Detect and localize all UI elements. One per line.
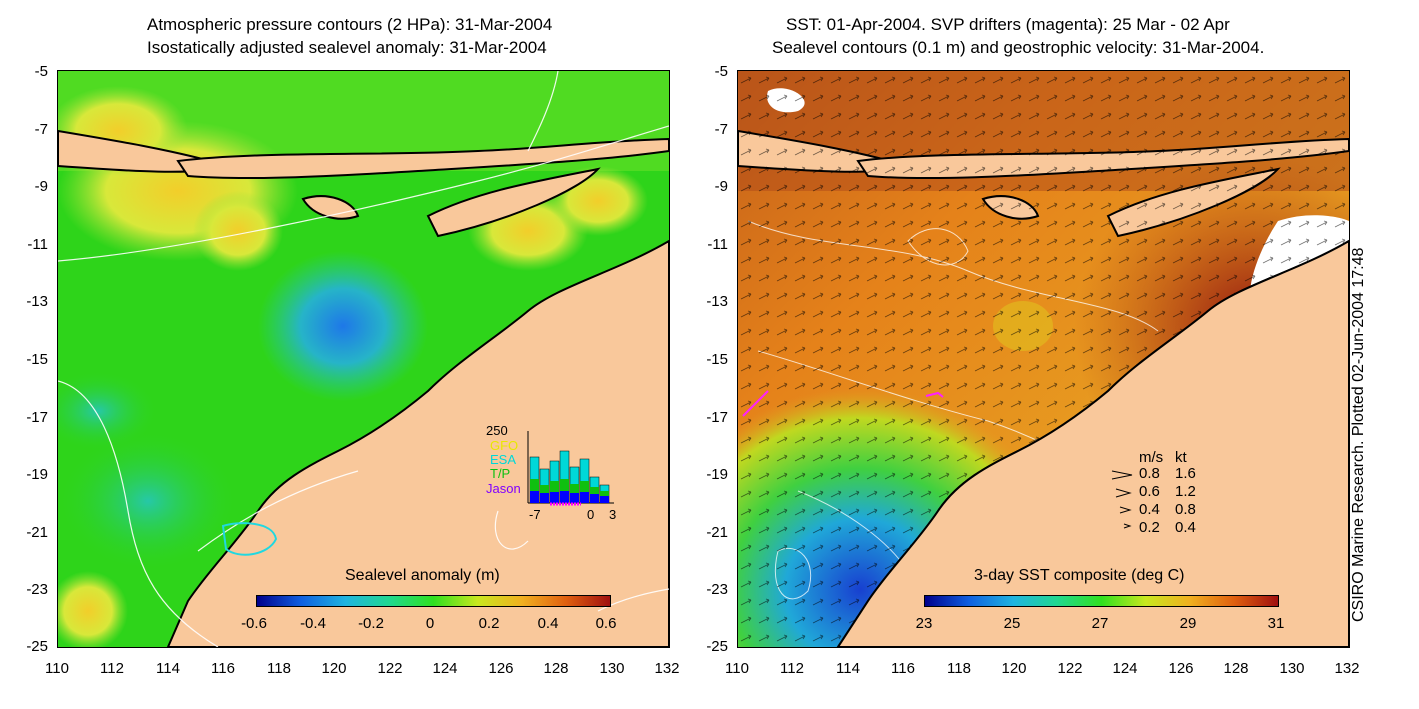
right-x-tick: 112	[780, 660, 804, 677]
histogram-series-jason: Jason	[486, 481, 521, 496]
left-x-tick: 118	[267, 660, 291, 677]
left-y-tick: -5	[34, 63, 48, 80]
right-y-tick: -19	[706, 466, 728, 483]
velocity-legend-kt: 1.2	[1175, 483, 1196, 500]
sst-colorbar	[924, 595, 1279, 607]
right-x-tick: 118	[947, 660, 971, 677]
right-y-tick: -23	[706, 581, 728, 598]
right-x-tick: 114	[836, 660, 860, 677]
right-title-line1: SST: 01-Apr-2004. SVP drifters (magenta)…	[786, 15, 1230, 34]
left-title-line2: Isostatically adjusted sealevel anomaly:…	[147, 38, 547, 57]
sealevel-colorbar-label: Sealevel anomaly (m)	[345, 567, 500, 584]
right-x-tick: 128	[1223, 660, 1249, 677]
left-y-tick: -9	[34, 178, 48, 195]
velocity-legend-ms: 0.4	[1139, 501, 1160, 518]
data-count-histogram	[527, 431, 614, 506]
right-x-tick: 132	[1334, 660, 1360, 677]
histogram-series-gfo: GFO	[490, 438, 519, 453]
sealevel-colorbar-tick: -0.4	[300, 615, 326, 632]
right-x-tick: 116	[891, 660, 915, 677]
left-y-tick: -17	[26, 409, 48, 426]
right-y-tick: -15	[706, 351, 728, 368]
sst-map-graphic	[738, 71, 1349, 647]
left-y-tick: -11	[27, 236, 48, 253]
histogram-xtick: -7	[529, 507, 541, 522]
right-y-tick: -11	[707, 236, 728, 253]
sealevel-colorbar-tick: -0.6	[241, 615, 267, 632]
left-x-tick: 120	[321, 660, 347, 677]
velocity-legend-ms: 0.2	[1139, 519, 1160, 536]
left-y-tick: -25	[26, 638, 48, 655]
sealevel-colorbar-tick: 0.4	[537, 615, 559, 632]
sealevel-colorbar-tick: 0.2	[478, 615, 500, 632]
left-y-tick: -7	[34, 121, 48, 138]
right-x-tick: 120	[1001, 660, 1027, 677]
velocity-legend-header-ms: m/s	[1139, 449, 1164, 466]
sst-colorbar-tick: 25	[1003, 615, 1021, 632]
velocity-legend-kt: 0.8	[1175, 501, 1196, 518]
histogram-xtick: 0	[587, 507, 595, 522]
right-x-tick: 126	[1168, 660, 1194, 677]
left-x-tick: 110	[45, 660, 69, 677]
left-title-line1: Atmospheric pressure contours (2 HPa): 3…	[147, 15, 553, 34]
velocity-legend-ms: 0.6	[1139, 483, 1160, 500]
velocity-legend-ms: 0.8	[1139, 465, 1160, 482]
velocity-legend-header-kt: kt	[1175, 449, 1187, 466]
left-x-tick: 112	[100, 660, 124, 677]
histogram-xtick: 3	[609, 507, 617, 522]
right-y-tick: -7	[714, 121, 728, 138]
left-y-tick: -13	[26, 293, 48, 310]
right-y-tick: -13	[706, 293, 728, 310]
sealevel-colorbar-tick: 0	[425, 615, 435, 632]
sst-colorbar-tick: 23	[915, 615, 933, 632]
histogram-series-tp: T/P	[490, 466, 511, 481]
left-x-tick: 130	[599, 660, 625, 677]
right-x-tick: 124	[1112, 660, 1138, 677]
velocity-legend-kt: 1.6	[1175, 465, 1196, 482]
left-x-tick: 132	[654, 660, 680, 677]
sst-colorbar-tick: 31	[1267, 615, 1285, 632]
sealevel-anomaly-map-graphic	[58, 71, 669, 647]
right-x-tick: 130	[1279, 660, 1305, 677]
sealevel-colorbar-tick: 0.6	[595, 615, 617, 632]
right-y-tick: -9	[714, 178, 728, 195]
right-title-line2: Sealevel contours (0.1 m) and geostrophi…	[772, 38, 1265, 57]
right-y-tick: -17	[706, 409, 728, 426]
right-x-tick: 110	[725, 660, 749, 677]
left-y-tick: -21	[26, 524, 48, 541]
left-x-tick: 114	[156, 660, 180, 677]
sst-colorbar-tick: 27	[1091, 615, 1109, 632]
left-x-tick: 126	[488, 660, 514, 677]
sealevel-anomaly-map: Sealevel anomaly (m) -0.6 -0.4 -0.2 0 0.…	[57, 70, 670, 648]
left-y-tick: -15	[26, 351, 48, 368]
right-y-tick: -21	[706, 524, 728, 541]
left-y-tick: -23	[26, 581, 48, 598]
sealevel-colorbar-tick: -0.2	[358, 615, 384, 632]
velocity-legend: m/s kt 0.8 1.6 0.6 1.2 0.4 0.8 0.2 0.4	[1110, 449, 1220, 539]
sst-colorbar-label: 3-day SST composite (deg C)	[974, 567, 1185, 584]
right-y-tick: -5	[714, 63, 728, 80]
velocity-legend-arrows	[1111, 470, 1133, 529]
plot-credit: CSIRO Marine Research. Plotted 02-Jun-20…	[1350, 247, 1367, 622]
left-x-tick: 124	[432, 660, 458, 677]
histogram-series-esa: ESA	[490, 452, 517, 467]
histogram-max-label: 250	[486, 423, 508, 438]
left-x-tick: 122	[377, 660, 403, 677]
right-x-tick: 122	[1057, 660, 1083, 677]
right-y-tick: -25	[706, 638, 728, 655]
left-x-tick: 128	[543, 660, 569, 677]
sst-colorbar-tick: 29	[1179, 615, 1197, 632]
velocity-legend-kt: 0.4	[1175, 519, 1196, 536]
sealevel-colorbar	[256, 595, 611, 607]
sst-velocity-map: m/s kt 0.8 1.6 0.6 1.2 0.4 0.8 0.2 0.4 3…	[737, 70, 1350, 648]
left-x-tick: 116	[211, 660, 235, 677]
left-y-tick: -19	[26, 466, 48, 483]
